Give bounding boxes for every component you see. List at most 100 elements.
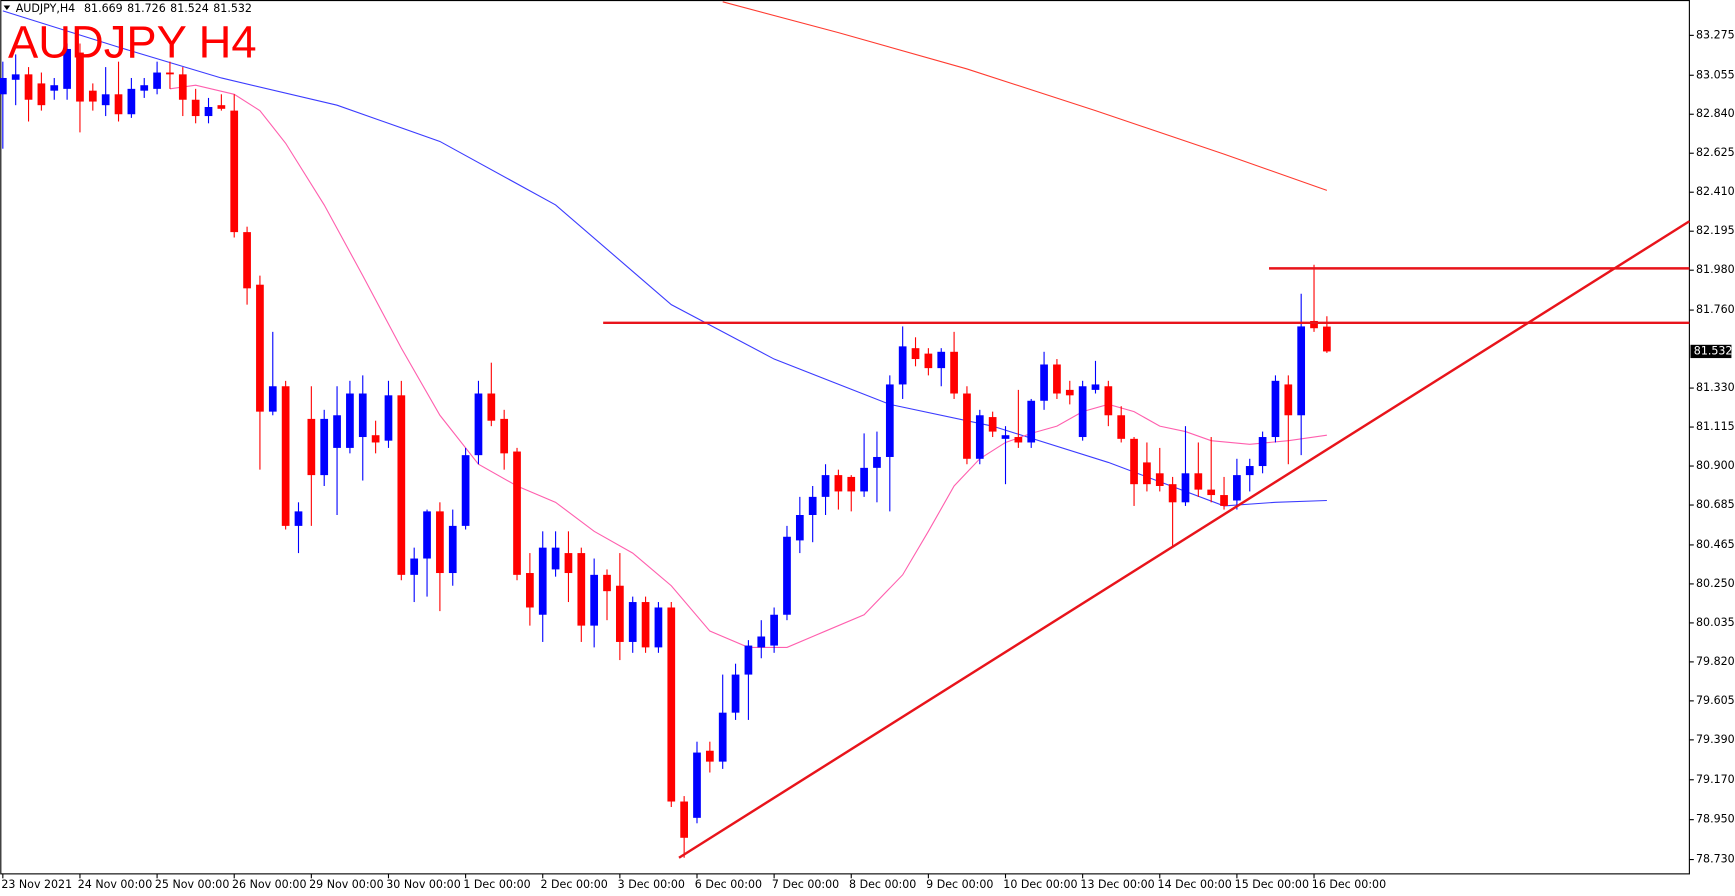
candle-body [1323, 326, 1331, 352]
y-tick-label: 82.195 [1696, 224, 1735, 237]
candle-body [0, 77, 7, 95]
candle-body [795, 515, 804, 541]
x-tick-label: 3 Dec 00:00 [618, 878, 685, 891]
y-tick-label: 80.900 [1696, 459, 1735, 472]
candle-body [538, 547, 547, 615]
x-tick-label: 16 Dec 00:00 [1312, 878, 1386, 891]
candle-body [654, 607, 663, 648]
last-price-label: 81.532 [1694, 344, 1733, 357]
candle-body [423, 511, 431, 559]
y-tick-label: 81.330 [1696, 381, 1735, 394]
candle-body [513, 451, 521, 575]
candle-body [1181, 473, 1190, 503]
candle-body [487, 393, 496, 421]
menu-marker [3, 5, 11, 10]
candle-body [1001, 435, 1010, 439]
x-tick-label: 25 Nov 00:00 [155, 878, 229, 891]
y-tick-label: 81.115 [1696, 420, 1735, 433]
candle-body [705, 750, 714, 762]
candle-body [1143, 462, 1151, 485]
candle-body [526, 573, 534, 608]
candle-body [1297, 326, 1306, 416]
x-tick-label: 29 Nov 00:00 [309, 878, 383, 891]
candle-body [1233, 475, 1241, 501]
y-tick-label: 80.685 [1696, 498, 1735, 511]
chart-title: AUDJPY H4 [8, 17, 257, 68]
candle-body [333, 415, 341, 448]
x-tick-label: 1 Dec 00:00 [463, 878, 530, 891]
x-tick-label: 8 Dec 00:00 [849, 878, 916, 891]
candle-body [757, 636, 766, 648]
candle-body [448, 525, 457, 574]
y-tick-label: 79.605 [1696, 694, 1735, 707]
candle-body [628, 602, 637, 642]
candle-body [950, 351, 958, 394]
x-tick-label: 7 Dec 00:00 [772, 878, 839, 891]
candle-body [1053, 364, 1061, 394]
candle-body [577, 553, 586, 626]
candle-body [1220, 495, 1228, 506]
candle-body [24, 74, 33, 100]
y-tick-label: 81.760 [1696, 303, 1735, 316]
last-price-box [1690, 344, 1732, 359]
y-tick-label: 83.275 [1696, 28, 1735, 41]
candle-body [256, 284, 264, 412]
x-tick-label: 15 Dec 00:00 [1235, 878, 1309, 891]
candle-body [230, 110, 239, 233]
candle-body [1117, 415, 1126, 439]
candle-body [153, 72, 161, 89]
y-tick-label: 80.035 [1696, 616, 1735, 629]
candle-body [847, 476, 856, 492]
plot-frame [0, 0, 1690, 875]
candle-body [384, 395, 393, 441]
candle-body [127, 88, 136, 115]
candle-body [166, 72, 174, 75]
x-tick-label: 10 Dec 00:00 [1003, 878, 1077, 891]
candle-body [410, 558, 419, 575]
marks [0, 1, 1691, 859]
candle-body [1271, 380, 1280, 438]
header-high: 81.726 [127, 2, 166, 15]
candle-body [191, 99, 200, 117]
candle-body [37, 83, 46, 106]
candle-body [616, 585, 624, 642]
candle-body [1207, 489, 1216, 496]
y-tick-label: 80.465 [1696, 538, 1735, 551]
candle-body [551, 547, 560, 570]
candle-body [873, 456, 881, 468]
candle-body [718, 712, 727, 762]
candle-body [988, 417, 997, 432]
candle-body [744, 645, 753, 675]
header-low: 81.524 [170, 2, 209, 15]
candle-body [1104, 386, 1113, 416]
candle-body [397, 395, 406, 575]
candle-body [1258, 437, 1267, 467]
y-tick-label: 79.820 [1696, 655, 1735, 668]
candle-body [924, 353, 933, 369]
candle-body [50, 85, 59, 91]
candle-body [114, 94, 123, 115]
candle-body [937, 351, 946, 369]
candle-body [294, 511, 303, 526]
candle-body [1245, 466, 1254, 476]
x-tick-label: 14 Dec 00:00 [1158, 878, 1232, 891]
candle-body [63, 48, 71, 89]
y-tick-label: 79.170 [1696, 773, 1735, 786]
candle-body [88, 90, 97, 102]
y-tick-label: 78.950 [1696, 813, 1735, 826]
candle-body [1091, 384, 1100, 390]
candle-body [590, 574, 599, 626]
y-tick-label: 83.055 [1696, 68, 1735, 81]
candle-body [204, 106, 213, 117]
moving-average [722, 1, 1328, 191]
candle-body [975, 415, 984, 459]
candle-body [1194, 473, 1203, 490]
candle-body [1040, 364, 1048, 401]
candle-body [217, 105, 226, 109]
x-tick-label: 6 Dec 00:00 [695, 878, 762, 891]
candle-body [500, 418, 509, 454]
candle-body [1078, 386, 1087, 438]
x-tick-label: 13 Dec 00:00 [1080, 878, 1154, 891]
candle-body [680, 801, 688, 838]
